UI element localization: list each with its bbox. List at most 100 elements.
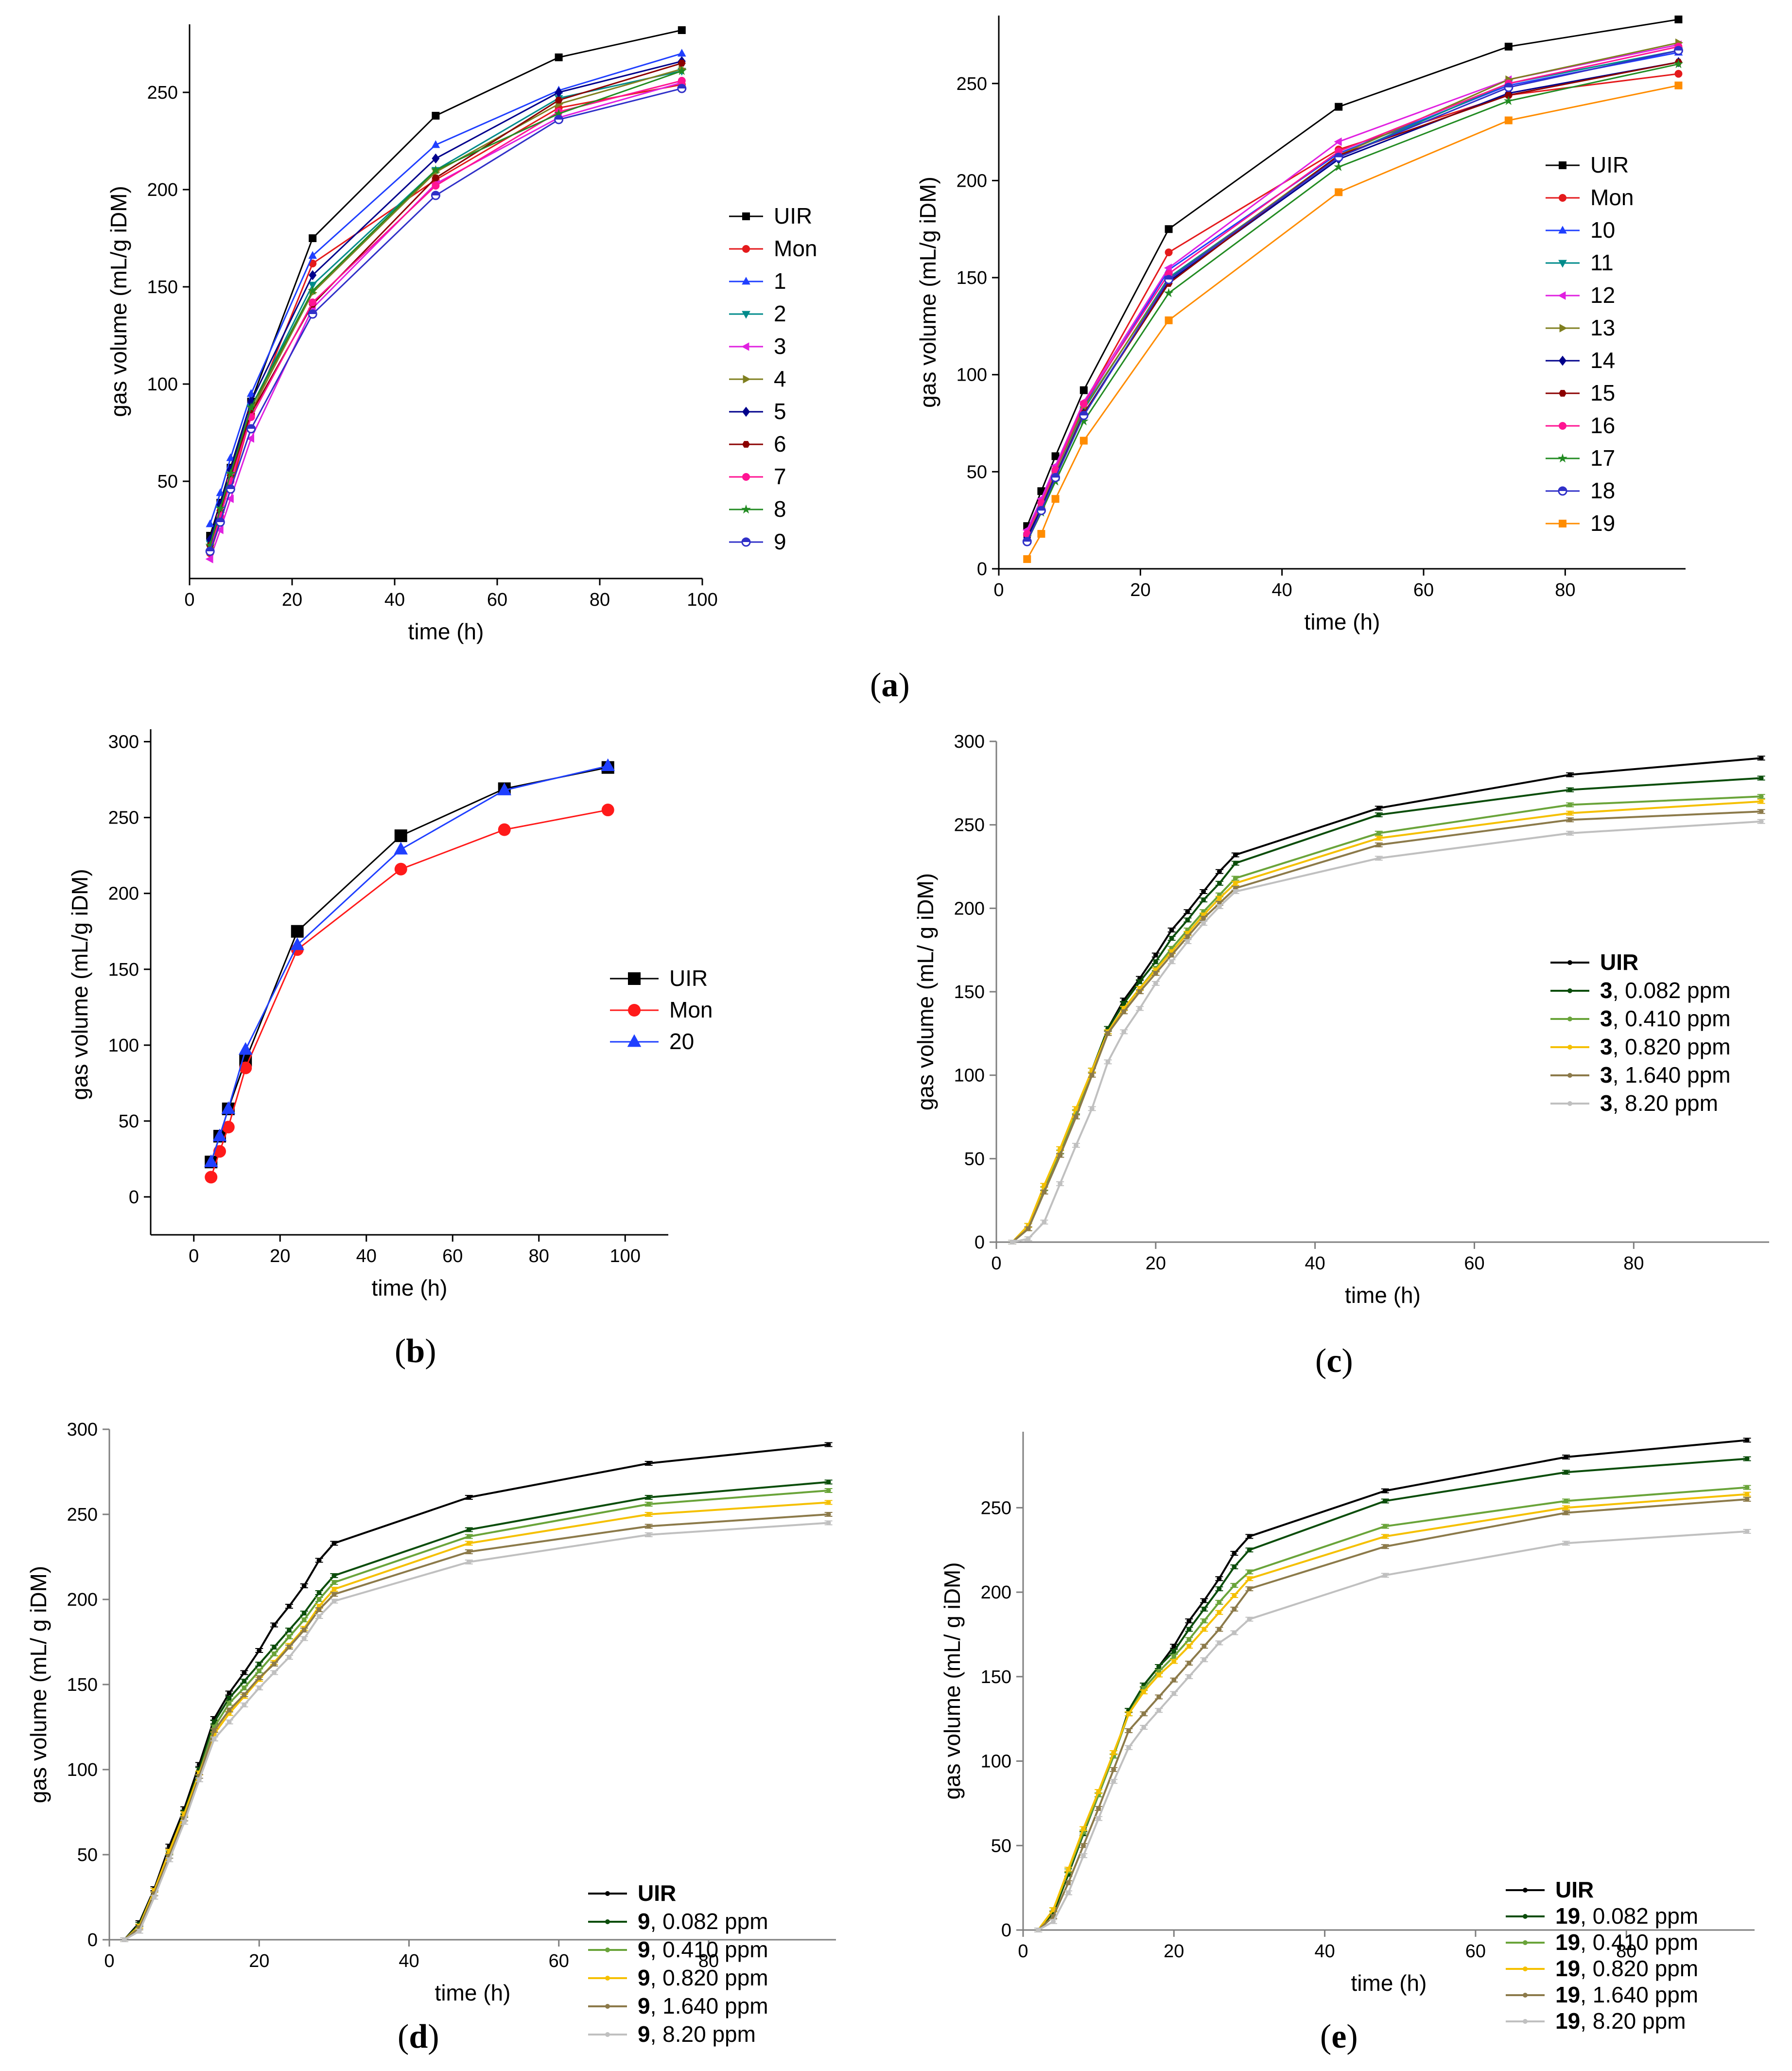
series-line	[209, 60, 682, 540]
data-point	[226, 453, 235, 461]
legend-label: Mon	[1590, 185, 1634, 210]
data-point	[239, 1061, 252, 1074]
data-point	[555, 53, 563, 61]
data-point	[1105, 1059, 1111, 1065]
x-tick-label: 0	[1018, 1941, 1028, 1962]
data-point	[1233, 852, 1238, 858]
data-point	[205, 546, 215, 556]
panel-label-b: (b)	[395, 1333, 436, 1370]
data-point	[1504, 42, 1513, 51]
data-point	[257, 1648, 262, 1653]
legend-entry: 5	[729, 399, 786, 424]
series-line	[1038, 1530, 1747, 1931]
data-point	[1744, 1485, 1750, 1490]
legend-marker	[605, 2032, 610, 2037]
series-2	[1023, 70, 1683, 540]
data-point	[431, 165, 441, 175]
legend-label: 9, 0.082 ppm	[638, 1909, 768, 1934]
legend-marker	[1567, 1101, 1572, 1106]
y-tick-label: 200	[981, 1582, 1011, 1603]
legend: UIR 3, 0.082 ppm 3, 0.410 ppm 3, 0.820 ppm 3…	[1550, 949, 1731, 1116]
series-11	[1022, 46, 1683, 546]
series-3	[204, 758, 615, 1167]
legend-entry: 9, 8.20 ppm	[588, 2021, 756, 2047]
series-line	[1026, 63, 1679, 542]
data-point	[1081, 1843, 1086, 1848]
data-point	[212, 1128, 227, 1141]
legend-label: 3, 8.20 ppm	[1600, 1090, 1718, 1116]
legend-entry: UIR	[1546, 152, 1629, 177]
data-point	[678, 60, 686, 67]
data-point	[1334, 162, 1344, 171]
data-point	[826, 1512, 831, 1517]
legend-label: 20	[669, 1029, 694, 1054]
legend-label: 19, 1.640 ppm	[1555, 1982, 1698, 2007]
data-point	[1079, 437, 1088, 445]
data-point	[826, 1488, 831, 1493]
data-point	[291, 925, 304, 938]
data-point	[432, 153, 440, 164]
y-tick-label: 100	[981, 1752, 1011, 1772]
legend: UIR 9, 0.082 ppm 9, 0.410 ppm 9, 0.820 ppm 9…	[588, 1880, 768, 2047]
data-point	[1169, 952, 1174, 958]
data-point	[1217, 869, 1222, 874]
data-point	[316, 1614, 322, 1619]
x-tick-label: 40	[1305, 1253, 1325, 1274]
data-point	[678, 77, 686, 85]
data-point	[601, 804, 614, 817]
data-point	[826, 1500, 831, 1505]
data-point	[1186, 1627, 1192, 1632]
data-point	[1156, 1694, 1162, 1700]
y-tick-label: 100	[147, 374, 178, 395]
legend-marker	[742, 406, 750, 417]
data-point	[182, 1820, 187, 1825]
data-point	[1564, 1505, 1569, 1510]
data-point	[466, 1541, 471, 1546]
chart-e: 0 20 40 60 80 0 50 100 150 200 250 time (h) gas volu…	[939, 1432, 1755, 2034]
data-point	[646, 1512, 651, 1517]
legend-label: 9, 0.410 ppm	[638, 1937, 768, 1962]
series-line	[1026, 73, 1679, 536]
panel-label-d: (d)	[398, 2018, 439, 2055]
y-axis-label: gas volume (mL/g iDM)	[106, 186, 131, 417]
legend-entry: 11	[1546, 250, 1614, 275]
series-line	[123, 1513, 829, 1941]
data-point	[1217, 1576, 1222, 1581]
legend-entry: 19, 0.820 ppm	[1506, 1956, 1698, 1981]
x-tick-label: 40	[1314, 1941, 1335, 1962]
data-point	[1564, 1510, 1569, 1515]
data-point	[1171, 1659, 1177, 1664]
data-point	[1744, 1438, 1750, 1443]
data-point	[1073, 1114, 1079, 1120]
legend-label: 18	[1590, 478, 1615, 503]
series-8	[1023, 58, 1683, 545]
data-point	[1186, 1644, 1192, 1649]
data-point	[1079, 386, 1088, 394]
data-point	[1165, 316, 1173, 324]
series-5	[1034, 1496, 1751, 1932]
x-tick-label: 100	[687, 590, 717, 610]
data-point	[1503, 96, 1514, 105]
y-axis-label: gas volume (mL/g iDM)	[67, 869, 92, 1100]
y-tick-label: 250	[108, 808, 139, 828]
legend-marker	[605, 1976, 610, 1981]
series-6	[1008, 819, 1765, 1245]
data-point	[1165, 225, 1173, 233]
legend-entry: Mon	[1546, 185, 1634, 210]
data-point	[1126, 1745, 1131, 1750]
legend-label: 4	[774, 366, 786, 391]
series-5	[1022, 40, 1682, 534]
legend-entry: 8	[729, 496, 786, 522]
data-point	[1247, 1616, 1252, 1622]
data-point	[301, 1617, 307, 1622]
data-point	[222, 1121, 235, 1134]
data-point	[1058, 1153, 1063, 1158]
data-point	[646, 1524, 651, 1529]
series-line	[210, 809, 609, 1177]
legend-entry: 18	[1546, 478, 1615, 503]
data-point	[1335, 188, 1343, 196]
data-point	[1058, 1181, 1063, 1186]
legend-entry: 7	[729, 464, 786, 489]
legend-marker	[741, 504, 751, 514]
data-point	[1164, 275, 1174, 284]
